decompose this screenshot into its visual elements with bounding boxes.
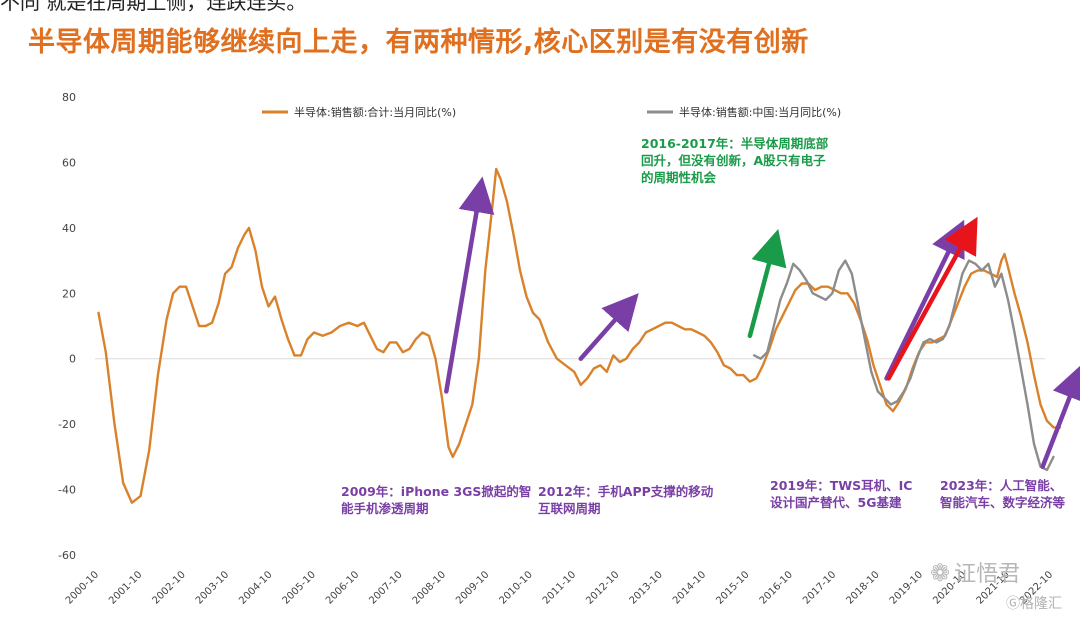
x-tick-label: 2004-10	[237, 569, 274, 606]
x-tick-label: 2000-10	[64, 569, 101, 606]
arrow-2023	[1040, 363, 1080, 469]
y-tick-label: -40	[58, 484, 76, 497]
watermark-small-text: 格隆汇	[1020, 596, 1062, 612]
x-tick-label: 2015-10	[714, 569, 751, 606]
y-tick-label: 60	[62, 156, 76, 169]
annotation-text: 能手机渗透周期	[341, 501, 429, 516]
x-tick-label: 2012-10	[584, 569, 621, 606]
y-tick-label: 20	[62, 287, 76, 300]
x-tick-label: 2019-10	[888, 569, 925, 606]
annotation-text: 智能汽车、数字经济等	[939, 495, 1066, 510]
arrow-2012	[578, 293, 639, 361]
x-tick-label: 2018-10	[844, 569, 881, 606]
y-tick-label: -60	[58, 549, 76, 562]
x-tick-label: 2003-10	[194, 569, 231, 606]
x-tick-label: 2014-10	[671, 569, 708, 606]
series-group	[97, 167, 1062, 504]
arrow-2019-purple	[884, 219, 965, 381]
annotation-text: 2019年：TWS耳机、IC	[770, 478, 912, 493]
x-tick-label: 2007-10	[367, 569, 404, 606]
wechat-icon: ❁	[930, 559, 951, 587]
watermark-small: Ⓖ格隆汇	[1006, 593, 1062, 613]
legend: 半导体:销售额:合计:当月同比(%) 半导体:销售额:中国:当月同比(%)	[262, 105, 841, 119]
x-tick-label: 2005-10	[281, 569, 318, 606]
x-tick-label: 2009-10	[454, 569, 491, 606]
y-tick-label: 0	[69, 353, 76, 366]
annotation-text: 2009年：iPhone 3GS掀起的智	[341, 484, 531, 499]
series-line-china	[753, 259, 1055, 472]
annotation-text: 回升，但没有创新，A股只有电子	[641, 153, 826, 168]
arrow-2019-red	[886, 216, 978, 381]
watermark-small-icon: Ⓖ	[1006, 596, 1020, 612]
page-title: 半导体周期能够继续向上走，有两种情形,核心区别是有没有创新	[28, 27, 809, 58]
x-tick-label: 2010-10	[497, 569, 534, 606]
annotation-text: 的周期性机会	[641, 170, 717, 185]
x-tick-label: 2006-10	[324, 569, 361, 606]
y-tick-label: 40	[62, 222, 76, 235]
annotation-text: 设计国产替代、5G基建	[770, 495, 902, 510]
y-axis: 80 60 40 20 0 -20 -40 -60	[58, 91, 76, 562]
arrow-2016	[747, 228, 787, 339]
x-tick-label: 2008-10	[411, 569, 448, 606]
annotation-text: 2023年：人工智能、	[940, 478, 1062, 493]
x-tick-label: 2017-10	[801, 569, 838, 606]
x-tick-label: 2002-10	[151, 569, 188, 606]
annotation-text: 2016-2017年：半导体周期底部	[641, 136, 829, 151]
x-tick-label: 2001-10	[107, 569, 144, 606]
legend-label: 半导体:销售额:中国:当月同比(%)	[679, 105, 841, 119]
series-line-total	[97, 167, 1062, 504]
legend-label: 半导体:销售额:合计:当月同比(%)	[294, 105, 456, 119]
y-tick-label: 80	[62, 91, 76, 104]
watermark: ❁ 证悟君	[930, 556, 1020, 588]
arrow-2009	[444, 176, 495, 394]
watermark-text: 证悟君	[954, 562, 1021, 587]
annotation-text: 互联网周期	[538, 501, 601, 516]
annotation-text: 2012年：手机APP支撑的移动	[538, 484, 714, 499]
cut-off-text: 不同 就是在周期上侧，连跌连买。	[0, 0, 307, 14]
arrow-group	[444, 176, 1080, 469]
y-tick-label: -20	[58, 418, 76, 431]
x-tick-label: 2011-10	[541, 569, 578, 606]
x-tick-label: 2013-10	[628, 569, 665, 606]
x-axis: 2000-10 2001-10 2002-10 2003-10 2004-10 2005-…	[64, 569, 1055, 606]
x-tick-label: 2016-10	[758, 569, 795, 606]
